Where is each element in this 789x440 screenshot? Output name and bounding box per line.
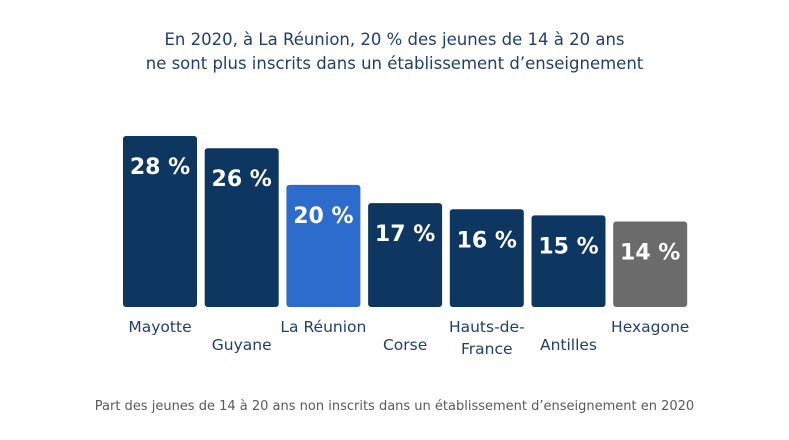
bar — [123, 136, 197, 307]
chart-title-line-2: ne sont plus inscrits dans un établissem… — [145, 54, 644, 73]
bar — [204, 148, 279, 307]
chart-title-line-1: En 2020, à La Réunion, 20 % des jeunes d… — [164, 30, 625, 49]
bar — [613, 221, 688, 307]
bar — [286, 184, 361, 307]
category-label: Guyane — [212, 336, 272, 354]
bar-value-label: 26 % — [212, 167, 272, 192]
bar — [449, 209, 524, 307]
bar-value-label: 14 % — [620, 241, 680, 266]
bar-value-label: 15 % — [538, 234, 598, 259]
category-label: France — [461, 340, 513, 358]
chart-title: En 2020, à La Réunion, 20 % des jeunes d… — [0, 28, 789, 76]
bar-value-label: 20 % — [293, 204, 353, 229]
category-label: Hexagone — [611, 318, 689, 336]
bar-value-label: 17 % — [375, 222, 435, 247]
bar-value-label: 28 % — [130, 155, 190, 180]
bar — [531, 215, 606, 307]
category-label: La Réunion — [280, 318, 366, 336]
category-label: Corse — [383, 336, 427, 354]
bar-value-label: 16 % — [457, 228, 517, 253]
category-label: Mayotte — [128, 318, 191, 336]
category-label: Antilles — [540, 336, 597, 354]
category-label: Hauts-de- — [449, 318, 525, 336]
chart-caption: Part des jeunes de 14 à 20 ans non inscr… — [94, 399, 695, 414]
bar — [368, 203, 443, 307]
